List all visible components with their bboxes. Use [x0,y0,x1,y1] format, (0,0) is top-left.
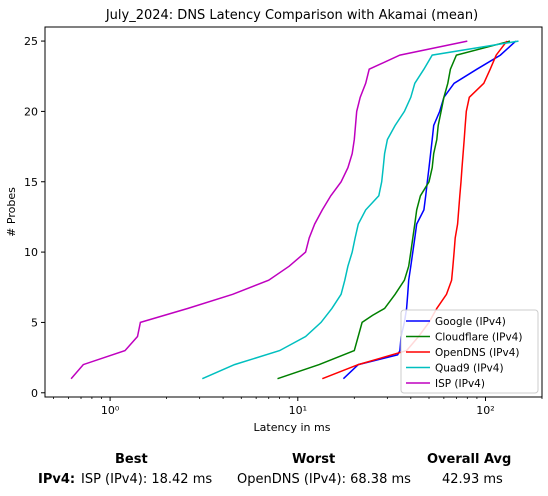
legend-label-4: ISP (IPv4) [435,378,485,390]
x-axis-label: Latency in ms [254,421,331,434]
x-tick-label: 10⁰ [101,404,120,417]
summary-row-colon: : [69,472,76,487]
latency-chart: July_2024: DNS Latency Comparison with A… [5,8,543,434]
y-tick-label: 15 [24,176,38,189]
y-tick-label: 25 [24,35,38,48]
summary-row: IPv4: [38,472,75,487]
summary-worst-value: OpenDNS (IPv4): 68.38 ms [237,472,411,487]
series-line-1 [277,40,511,380]
x-tick-label: 10² [476,404,494,417]
chart-title: July_2024: DNS Latency Comparison with A… [105,8,478,23]
y-axis-label: # Probes [5,187,18,237]
y-tick-label: 10 [24,246,38,259]
y-tick-label: 20 [24,105,38,118]
legend-label-3: Quad9 (IPv4) [435,363,504,375]
summary-table: Best Worst Overall Avg IPv4: ISP (IPv4):… [0,446,548,496]
legend-label-2: OpenDNS (IPv4) [435,347,520,359]
series-line-3 [201,40,519,380]
summary-header-worst: Worst [292,452,336,467]
legend-label-1: Cloudflare (IPv4) [435,332,522,344]
y-tick-label: 0 [31,387,38,400]
summary-best-value: ISP (IPv4): 18.42 ms [81,472,213,487]
y-tick-label: 5 [31,316,38,329]
summary-header-avg: Overall Avg [427,452,512,467]
x-tick-label: 10¹ [289,404,307,417]
legend-box [400,309,539,394]
plot-frame [44,26,543,398]
summary-row-label: IPv4 [38,472,70,487]
summary-avg-value: 42.93 ms [442,472,503,487]
legend-label-0: Google (IPv4) [435,316,506,328]
legend: Google (IPv4) Cloudflare (IPv4) OpenDNS (I… [400,309,539,394]
series-line-4 [70,40,468,380]
summary-header-best: Best [115,452,148,467]
